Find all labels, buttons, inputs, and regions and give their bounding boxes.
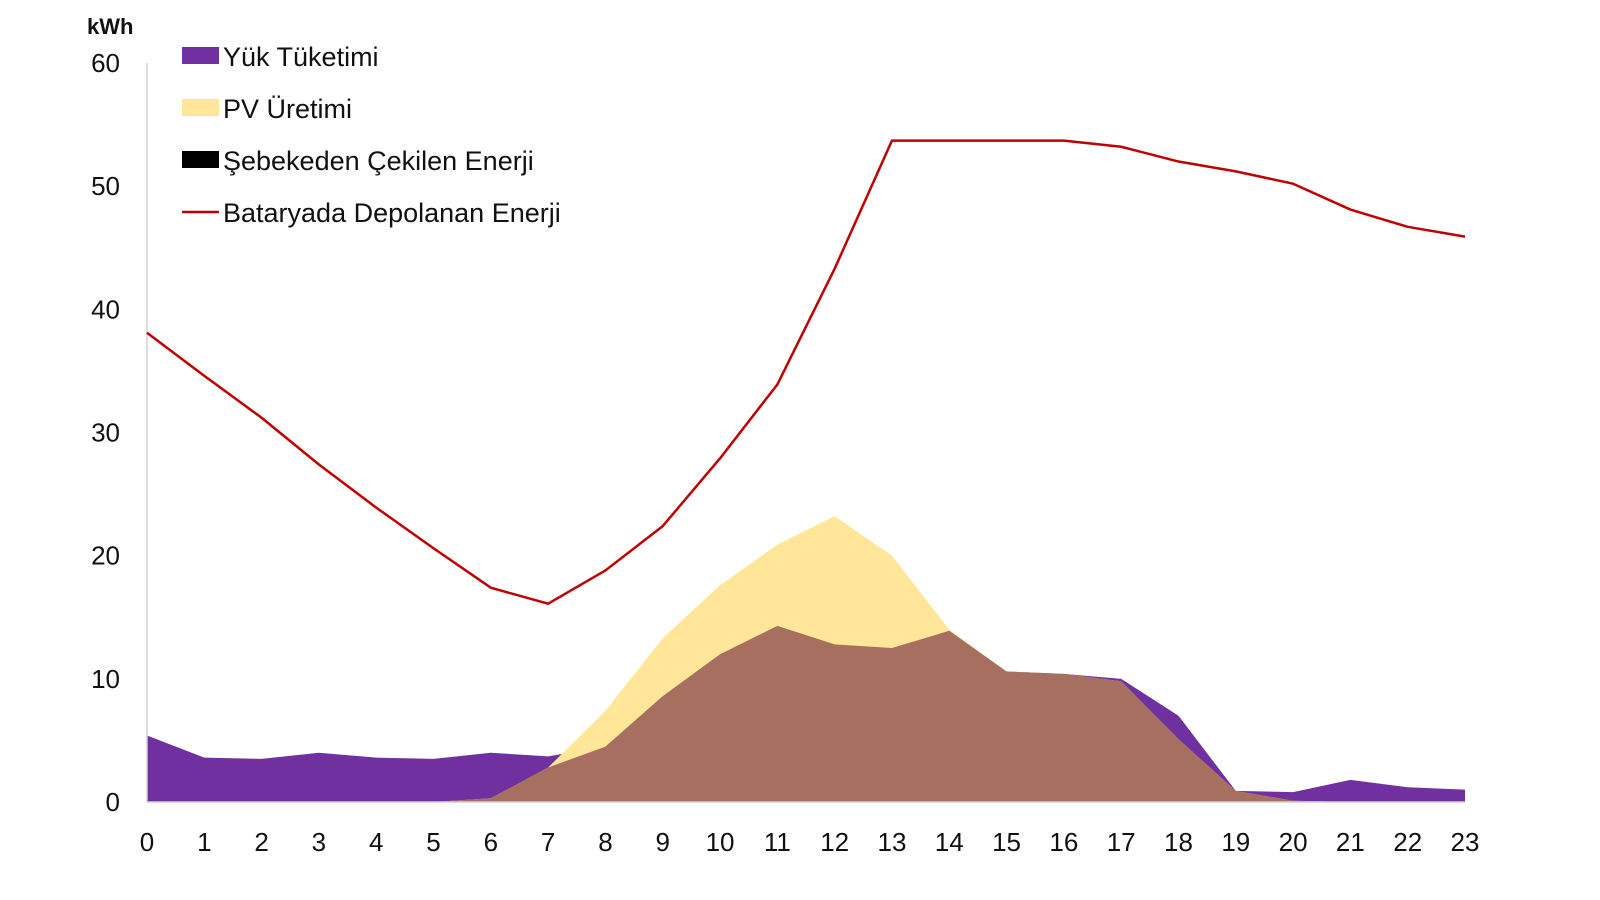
- x-tick-label: 20: [1279, 827, 1308, 857]
- area-overlap: [147, 625, 1465, 802]
- x-tick-labels: 0 1 2 3 4 5 6 7 8 9 10 11 12 13 14 15 16 17 18 19 20 21 22 23: [140, 827, 1480, 857]
- x-tick-label: 13: [877, 827, 906, 857]
- axes-layer: kWh: [87, 14, 1465, 803]
- legend-swatch-y-k-t-ketimi: [182, 47, 219, 64]
- x-tick-label: 16: [1049, 827, 1078, 857]
- x-tick-label: 4: [369, 827, 383, 857]
- x-tick-label: 22: [1393, 827, 1422, 857]
- x-tick-label: 11: [764, 827, 791, 857]
- x-tick-label: 7: [541, 827, 555, 857]
- y-tick-label: 10: [91, 664, 120, 694]
- x-tick-label: 5: [426, 827, 440, 857]
- x-tick-label: 10: [706, 827, 735, 857]
- legend-label: Bataryada Depolanan Enerji: [223, 198, 561, 228]
- x-tick-label: 14: [935, 827, 964, 857]
- x-tick-label: 3: [312, 827, 326, 857]
- x-tick-label: 21: [1336, 827, 1365, 857]
- y-tick-label: 0: [106, 787, 120, 817]
- y-axis-unit-label: kWh: [87, 14, 133, 39]
- x-tick-label: 12: [820, 827, 849, 857]
- legend-swatch--ebekeden-ekilen-enerji: [182, 151, 219, 168]
- line-bataryada-depolanan-enerji: [146, 139, 1466, 605]
- x-tick-label: 8: [598, 827, 612, 857]
- y-tick-label: 30: [91, 418, 120, 448]
- x-tick-label: 19: [1221, 827, 1250, 857]
- line-layer: [146, 139, 1466, 605]
- x-tick-label: 18: [1164, 827, 1193, 857]
- legend-label: PV Üretimi: [223, 94, 352, 124]
- x-tick-label: 9: [656, 827, 670, 857]
- legend-label: Yük Tüketimi: [223, 42, 379, 72]
- x-tick-label: 17: [1107, 827, 1136, 857]
- y-tick-labels: 0 10 20 30 40 50 60: [91, 48, 120, 817]
- legend-swatch-pv-retimi: [182, 99, 219, 116]
- area-layer: [147, 516, 1465, 802]
- legend: Yük Tüketimi PV Üretimi Şebekeden Çekilen …: [182, 42, 561, 228]
- legend-label: Şebekeden Çekilen Enerji: [223, 146, 534, 176]
- x-tick-label: 23: [1451, 827, 1480, 857]
- y-tick-label: 50: [91, 171, 120, 201]
- x-tick-label: 2: [254, 827, 268, 857]
- x-tick-label: 1: [197, 827, 211, 857]
- y-tick-label: 40: [91, 294, 120, 324]
- x-tick-label: 6: [484, 827, 498, 857]
- x-tick-label: 0: [140, 827, 154, 857]
- y-tick-label: 20: [91, 541, 120, 571]
- x-tick-label: 15: [992, 827, 1021, 857]
- y-tick-label: 60: [91, 48, 120, 78]
